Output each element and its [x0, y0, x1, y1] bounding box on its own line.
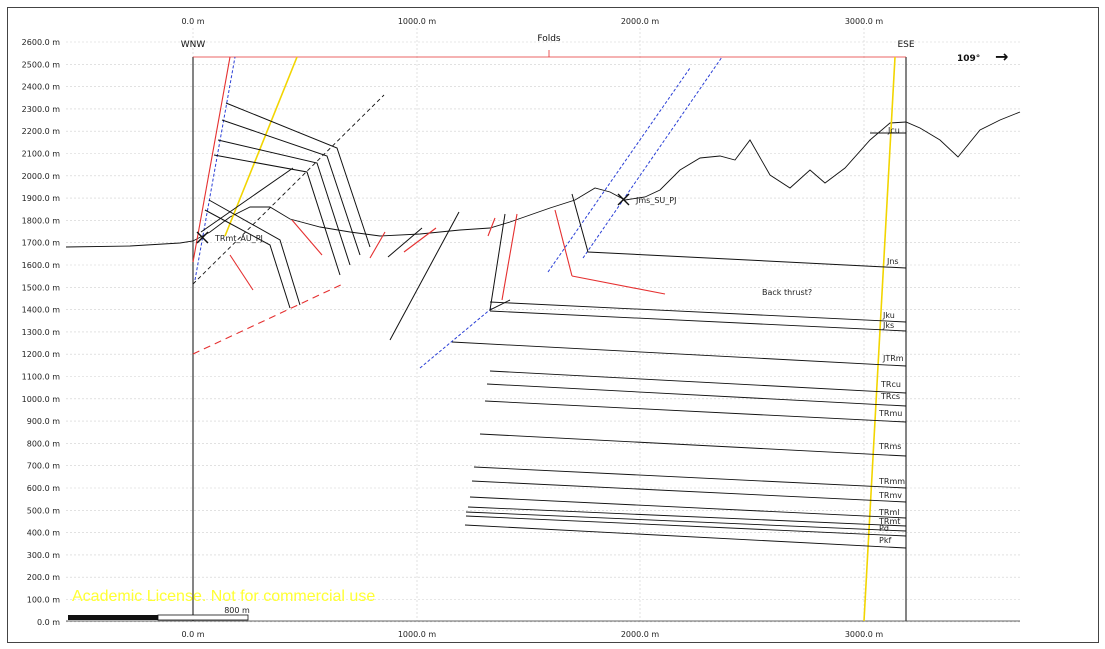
- azimuth-arrow-icon: →: [995, 47, 1008, 66]
- y-tick-label: 2600.0 m: [22, 38, 61, 47]
- x-tick-label-top: 0.0 m: [181, 17, 204, 26]
- y-tick-label: 800.0 m: [27, 439, 60, 448]
- y-tick-label: 2200.0 m: [22, 127, 61, 136]
- well-marker-left: [196, 231, 209, 244]
- horizon-label-trmu: TRmu: [878, 409, 902, 418]
- horizon-label-trmm: TRmm: [878, 477, 905, 486]
- folds-label: Folds: [537, 34, 561, 44]
- yellow-lines: [224, 56, 896, 622]
- y-tick-label: 2500.0 m: [22, 60, 61, 69]
- scale-bar-label: 800 m: [224, 606, 250, 615]
- y-tick-label: 1400.0 m: [22, 306, 61, 315]
- y-tick-label: 500.0 m: [27, 506, 60, 515]
- y-tick-label: 1900.0 m: [22, 194, 61, 203]
- y-tick-label: 1600.0 m: [22, 261, 61, 270]
- horizon-label-pkf: Pkf: [879, 536, 891, 545]
- x-tick-label-top: 3000.0 m: [845, 17, 884, 26]
- y-tick-label: 1100.0 m: [22, 373, 61, 382]
- y-tick-label: 1000.0 m: [22, 395, 61, 404]
- x-tick-label-bottom: 2000.0 m: [621, 630, 660, 639]
- diagram-frame: [7, 7, 1099, 643]
- horizon-label-pd: Pd: [879, 524, 889, 533]
- black-dashed-line: [192, 94, 385, 285]
- right-well-label: Jms_SU_PJ: [635, 196, 676, 205]
- x-axis-bottom-tick-labels: 0.0 m 1000.0 m 2000.0 m 3000.0 m: [181, 630, 883, 639]
- horizon-label-trcs: TRcs: [880, 392, 900, 401]
- y-tick-label: 900.0 m: [27, 417, 60, 426]
- horizon-label-trmt: TRmt: [878, 517, 900, 526]
- y-tick-label: 2100.0 m: [22, 150, 61, 159]
- left-end-label: WNW: [181, 40, 206, 50]
- left-well-label: TRmt_AU_PJ: [214, 234, 263, 243]
- horizon-label-jtrm: JTRm: [882, 354, 904, 363]
- horizon-label-trms: TRms: [878, 442, 901, 451]
- horizon-label-trcu: TRcu: [880, 380, 901, 389]
- right-end-label: ESE: [897, 40, 914, 50]
- y-tick-label: 2400.0 m: [22, 83, 61, 92]
- y-tick-label: 600.0 m: [27, 484, 60, 493]
- well-marker-right: [617, 193, 630, 206]
- y-tick-label: 100.0 m: [27, 596, 60, 605]
- horizon-label-trml: TRml: [878, 508, 899, 517]
- x-axis-top-tick-labels: 0.0 m 1000.0 m 2000.0 m 3000.0 m: [181, 17, 883, 26]
- y-tick-label: 2000.0 m: [22, 172, 61, 181]
- x-tick-label-bottom: 3000.0 m: [845, 630, 884, 639]
- y-tick-label: 1800.0 m: [22, 216, 61, 225]
- horizon-label-trmv: TRmv: [878, 491, 902, 500]
- azimuth-label: 109°: [957, 54, 980, 64]
- license-watermark: Academic License. Not for commercial use: [72, 588, 375, 605]
- black-structure-lines: [387, 193, 907, 341]
- x-tick-label-top: 1000.0 m: [398, 17, 437, 26]
- y-axis-tick-labels: 2600.0 m 2500.0 m 2400.0 m 2300.0 m 2200.0 m…: [22, 38, 61, 627]
- red-fault-lines: [192, 56, 666, 355]
- x-tick-label-bottom: 1000.0 m: [398, 630, 437, 639]
- y-tick-label: 1500.0 m: [22, 283, 61, 292]
- x-tick-label-bottom: 0.0 m: [181, 630, 204, 639]
- horizon-lines: [451, 132, 907, 549]
- y-tick-label: 1300.0 m: [22, 328, 61, 337]
- y-tick-label: 700.0 m: [27, 462, 60, 471]
- section-box: [66, 50, 1020, 622]
- scale-bar: 800 m: [68, 606, 250, 621]
- x-tick-label-top: 2000.0 m: [621, 17, 660, 26]
- y-tick-label: 1700.0 m: [22, 239, 61, 248]
- horizon-label-jns: Jns: [886, 257, 899, 266]
- horizon-label-jcu: Jcu: [887, 126, 900, 135]
- horizon-label-jks: Jks: [882, 321, 894, 330]
- y-tick-label: 2300.0 m: [22, 105, 61, 114]
- y-tick-label: 0.0 m: [37, 618, 60, 627]
- y-tick-label: 300.0 m: [27, 551, 60, 560]
- y-tick-label: 400.0 m: [27, 529, 60, 538]
- horizon-label-jku: Jku: [882, 311, 895, 320]
- back-thrust-label: Back thrust?: [762, 288, 812, 297]
- y-tick-label: 1200.0 m: [22, 350, 61, 359]
- topography-profile: [65, 111, 1021, 248]
- y-tick-label: 200.0 m: [27, 573, 60, 582]
- blue-dotted-lines: [194, 56, 723, 369]
- folded-beds: [200, 102, 371, 309]
